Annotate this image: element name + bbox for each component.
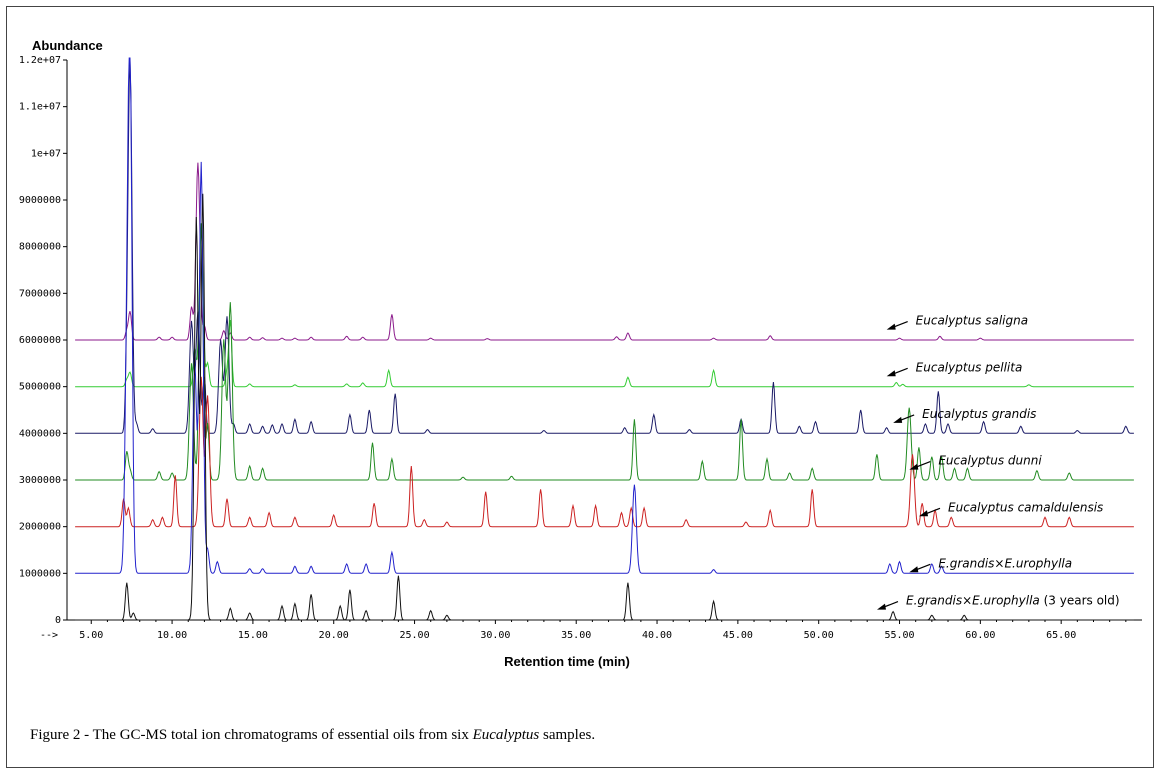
series-name-main: E.grandis×E.urophylla (906, 594, 1040, 608)
series-name-main: Eucalyptus camaldulensis (948, 500, 1103, 514)
series-name-main: Eucalyptus dunni (938, 454, 1042, 468)
label-arrow-head (886, 370, 896, 377)
x-tick-label: 50.00 (804, 630, 834, 641)
trace-4 (75, 376, 1134, 528)
figure-caption: Figure 2 - The GC-MS total ion chromatog… (30, 727, 595, 744)
y-tick-label: 1e+07 (31, 148, 61, 159)
y-axis-title: Abundance (32, 38, 103, 53)
x-tick-label: 5.00 (79, 630, 103, 641)
series-name: Eucalyptus grandis (922, 407, 1036, 421)
series-name: E.grandis×E.urophylla (3 years old) (906, 594, 1120, 608)
trace-0 (75, 162, 1134, 341)
x-tick-label: 60.00 (965, 630, 995, 641)
series-label-4: Eucalyptus camaldulensis (919, 500, 1103, 517)
x-tick-label: 65.00 (1046, 630, 1076, 641)
x-tick-label: 30.00 (480, 630, 510, 641)
series-name: Eucalyptus saligna (916, 314, 1028, 328)
chromatogram-chart: Abundance Retention time (min) --> 0 1000… (19, 38, 1142, 669)
y-tick-label: 1.2e+07 (19, 55, 61, 66)
trace-1 (75, 227, 1134, 388)
series-name: E.grandis×E.urophylla (938, 556, 1072, 570)
trace-2 (75, 60, 1134, 434)
y-tick-label: 5000000 (19, 382, 61, 393)
x-tick-label: 40.00 (642, 630, 672, 641)
series-name-main: E.grandis×E.urophylla (938, 556, 1072, 570)
series-name: Eucalyptus dunni (938, 454, 1042, 468)
label-arrow-head (886, 323, 896, 330)
label-arrow-head (919, 510, 929, 517)
series-label-6: E.grandis×E.urophylla (3 years old) (876, 594, 1120, 610)
x-axis-title: Retention time (min) (504, 654, 630, 669)
series-name-main: Eucalyptus saligna (916, 314, 1028, 328)
caption-genus: Eucalyptus (472, 727, 540, 743)
series-name-main: Eucalyptus pellita (916, 360, 1023, 374)
caption-suffix: samples. (539, 727, 596, 743)
y-tick-label: 1.1e+07 (19, 102, 61, 113)
trace-6 (75, 193, 1134, 621)
y-tick-label: 3000000 (19, 475, 61, 486)
y-tick-label: 6000000 (19, 335, 61, 346)
series-name: Eucalyptus pellita (916, 360, 1023, 374)
trace-3 (75, 223, 1134, 481)
series-name: Eucalyptus camaldulensis (948, 500, 1103, 514)
series-name-suffix: (3 years old) (1040, 594, 1120, 608)
x-axis-marker: --> (40, 630, 58, 641)
x-tick-label: 55.00 (884, 630, 914, 641)
series-name-main: Eucalyptus grandis (922, 407, 1036, 421)
label-arrow-head (893, 416, 903, 423)
x-tick-label: 10.00 (157, 630, 187, 641)
trace-5 (75, 57, 1134, 574)
label-arrow-head (909, 463, 919, 470)
series-label-3: Eucalyptus dunni (909, 454, 1042, 470)
caption-prefix: Figure 2 - The GC-MS total ion chromatog… (30, 727, 473, 743)
y-tick-label: 1000000 (19, 568, 61, 579)
series-label-2: Eucalyptus grandis (893, 407, 1036, 423)
series-label-1: Eucalyptus pellita (886, 360, 1023, 377)
y-tick-label: 0 (55, 615, 61, 626)
x-tick-label: 15.00 (238, 630, 268, 641)
y-tick-label: 2000000 (19, 522, 61, 533)
y-tick-label: 4000000 (19, 428, 61, 439)
x-tick-label: 45.00 (723, 630, 753, 641)
series-label-5: E.grandis×E.urophylla (909, 556, 1072, 573)
y-tick-label: 7000000 (19, 288, 61, 299)
y-tick-label: 9000000 (19, 195, 61, 206)
label-arrow-head (909, 566, 919, 573)
x-tick-label: 20.00 (319, 630, 349, 641)
series-label-0: Eucalyptus saligna (886, 314, 1028, 330)
x-tick-label: 35.00 (561, 630, 591, 641)
y-tick-label: 8000000 (19, 242, 61, 253)
label-arrow-head (876, 603, 886, 610)
x-tick-label: 25.00 (400, 630, 430, 641)
